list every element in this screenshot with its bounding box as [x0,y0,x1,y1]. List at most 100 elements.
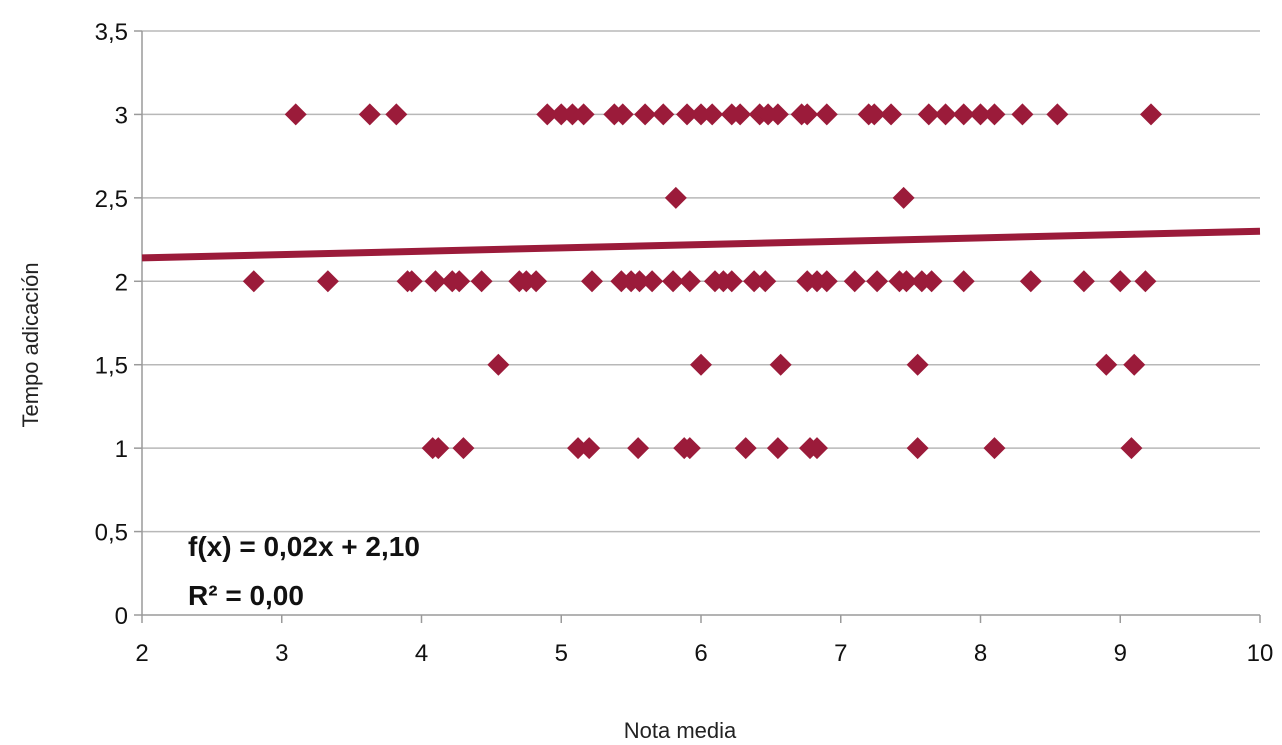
y-tick-labels: 0 0,5 1 1,5 2 2,5 3 3,5 [95,19,128,630]
data-point [664,186,687,209]
data-point [906,437,929,460]
data-point [536,103,559,126]
data-point [1072,270,1095,293]
data-point [580,270,603,293]
data-point [242,270,265,293]
data-point [863,103,886,126]
data-point [561,103,584,126]
data-point [1134,270,1157,293]
x-tick-label: 9 [1114,640,1127,667]
data-point [734,437,757,460]
data-point [1123,353,1146,376]
trendline-equation: f(x) = 0,02x + 2,10 [188,531,420,562]
x-tick-labels: 2 3 4 5 6 7 8 9 10 [135,640,1273,667]
data-point [424,270,447,293]
data-point [815,103,838,126]
data-point [1019,270,1042,293]
data-point [678,437,701,460]
data-point [652,103,675,126]
data-point [805,437,828,460]
data-point [769,353,792,376]
y-tick-label: 0 [115,603,128,630]
data-point [427,437,450,460]
x-tick-label: 7 [834,640,847,667]
x-axis-title: Nota media [624,718,737,743]
data-points [242,103,1162,460]
data-point [385,103,408,126]
data-point [316,270,339,293]
data-point [284,103,307,126]
x-tick-label: 3 [275,640,288,667]
data-point [611,103,634,126]
data-point [983,103,1006,126]
data-point [662,270,685,293]
y-tick-label: 0,5 [95,520,128,547]
data-point [550,103,573,126]
data-point [572,103,595,126]
data-point [983,437,1006,460]
data-point [452,437,475,460]
data-point [906,353,929,376]
data-point [866,270,889,293]
data-point [1139,103,1162,126]
data-point [641,270,664,293]
data-point [690,103,712,126]
data-point [578,437,601,460]
y-tick-label: 1,5 [95,353,128,380]
x-tick-label: 5 [555,640,568,667]
data-point [934,103,957,126]
data-point [525,270,548,293]
data-point [952,270,975,293]
y-tick-label: 3,5 [95,19,128,46]
data-point [701,103,724,126]
data-point [952,103,975,126]
data-point [796,103,819,126]
data-point [843,270,866,293]
data-point [690,353,712,376]
y-tick-label: 2,5 [95,186,128,213]
data-point [895,270,918,293]
data-point [1095,353,1118,376]
data-point [729,103,752,126]
data-point [358,103,381,126]
data-point [720,270,743,293]
x-tick-label: 8 [974,640,987,667]
y-axis-title: Tempo adicación [18,262,43,427]
data-point [676,103,699,126]
data-point [1046,103,1069,126]
data-point [487,353,510,376]
data-point [678,270,701,293]
data-point [1011,103,1034,126]
y-tick-label: 1 [115,436,128,463]
x-tick-label: 6 [694,640,707,667]
data-point [400,270,423,293]
data-point [448,270,471,293]
data-point [766,437,789,460]
data-point [627,437,650,460]
data-point [1120,437,1143,460]
data-point [567,437,590,460]
data-point [634,103,657,126]
axes [134,30,1261,623]
data-point [920,270,943,293]
data-point [917,103,940,126]
x-tick-label: 10 [1247,640,1274,667]
data-point [754,270,777,293]
x-tick-label: 2 [135,640,148,667]
data-point [628,270,651,293]
y-tick-label: 3 [115,102,128,129]
trendline-r2: R² = 0,00 [188,580,304,611]
data-point [880,103,903,126]
data-point [892,186,915,209]
trendline-group [141,227,1261,262]
data-point [815,270,838,293]
data-point [743,270,766,293]
data-point [1109,270,1132,293]
data-point [766,103,789,126]
data-point [470,270,493,293]
trendline [141,227,1261,262]
x-tick-label: 4 [415,640,428,667]
data-point [969,103,992,126]
y-tick-label: 2 [115,269,128,296]
